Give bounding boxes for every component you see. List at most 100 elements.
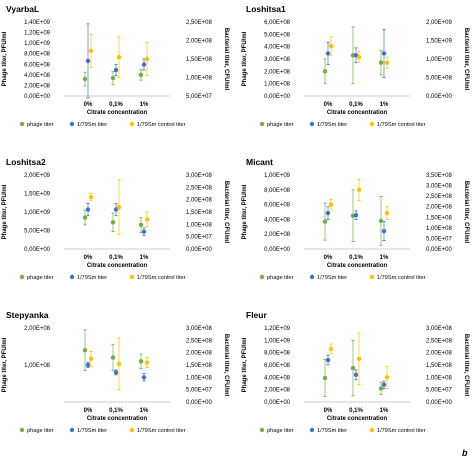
data-point-control — [144, 217, 150, 222]
data-point-phage — [110, 220, 116, 225]
legend-entry: 1/79Sm control titer — [377, 275, 426, 281]
y2-tick-label: 1,00E+08 — [426, 375, 453, 381]
legend-marker-control — [369, 274, 375, 280]
y2-tick-label: 2,00E+09 — [426, 20, 453, 26]
data-point-phage — [82, 215, 88, 220]
data-point-bacteria — [141, 229, 147, 234]
x-axis-label: Citrate concentration — [87, 416, 148, 422]
data-point-bacteria — [141, 375, 147, 380]
y2-axis-label: Bacterial titer, CFU/ml — [223, 334, 229, 397]
data-point-phage — [378, 218, 384, 224]
panel-vyarbal: VyarbaL 0,00E+00 2,00E+08 4,00E+08 6,00E+08 8… — [2, 4, 229, 128]
y-tick-label: 4,00E+08 — [264, 217, 291, 223]
y2-tick-label: 5,00E+07 — [426, 388, 453, 394]
data-point-control — [384, 375, 390, 380]
x-axis-label: Citrate concentration — [327, 110, 388, 116]
legend-marker-bacteria — [69, 274, 75, 280]
y-tick-label: 0,00E+00 — [24, 247, 51, 253]
data-point-phage — [378, 386, 384, 391]
legend-marker-phage — [259, 427, 265, 433]
data-point-phage — [82, 348, 88, 353]
panel-loshitsa2: Loshitsa2 0,00E+00 5,00E+08 1,00E+09 1,50E+0… — [2, 157, 229, 281]
legend-marker-control — [369, 121, 375, 127]
data-point-control — [116, 204, 122, 210]
legend-marker-phage — [19, 427, 25, 433]
y-tick-label: 6,00E+08 — [264, 203, 291, 209]
data-point-control — [88, 48, 94, 54]
x-tick-label: 0% — [84, 255, 93, 261]
data-point-phage — [322, 375, 328, 381]
y2-tick-label: 2,00E+08 — [186, 39, 213, 45]
y2-tick-label: 2,00E+08 — [426, 205, 453, 211]
y2-tick-label: 0,00E+00 — [426, 94, 453, 100]
data-point-bacteria — [325, 210, 331, 216]
y2-tick-label: 1,50E+08 — [186, 210, 213, 216]
y2-tick-label: 0,00E+00 — [186, 247, 213, 253]
data-point-bacteria — [353, 372, 359, 378]
data-point-bacteria — [325, 51, 331, 56]
y2-tick-label: 2,50E+08 — [186, 338, 213, 344]
y-tick-label: 1,00E+09 — [24, 41, 51, 47]
y-axis-label: Phage titer, PFU/ml — [242, 184, 248, 239]
x-axis-label: Citrate concentration — [327, 263, 388, 269]
panel-title: VyarbaL — [6, 4, 39, 14]
y2-tick-label: 1,50E+09 — [426, 39, 453, 45]
legend-marker-phage — [259, 274, 265, 280]
data-point-bacteria — [85, 58, 91, 64]
data-point-bacteria — [381, 51, 387, 56]
data-point-phage — [110, 355, 116, 360]
data-point-phage — [378, 60, 384, 65]
data-point-phage — [110, 75, 116, 81]
y-tick-label: 1,00E+08 — [24, 363, 51, 369]
y2-axis-label: Bacterial titer, CFU/ml — [463, 181, 469, 244]
y2-tick-label: 2,50E+08 — [426, 338, 453, 344]
y2-tick-label: 2,50E+08 — [186, 20, 213, 26]
data-point-control — [384, 210, 390, 216]
data-point-phage — [138, 359, 144, 364]
y-tick-label: 5,00E+08 — [264, 32, 291, 38]
data-point-bacteria — [381, 382, 387, 387]
legend-marker-phage — [19, 274, 25, 280]
y2-tick-label: 1,00E+08 — [426, 226, 453, 232]
data-point-control — [356, 54, 362, 60]
legend-marker-phage — [259, 121, 265, 127]
data-point-bacteria — [381, 228, 387, 234]
y-tick-label: 1,40E+09 — [24, 20, 51, 26]
y2-tick-label: 3,00E+08 — [186, 173, 213, 179]
y2-tick-label: 5,00E+08 — [426, 76, 453, 82]
y-tick-label: 0,00E+00 — [264, 400, 291, 406]
data-point-bacteria — [141, 62, 147, 67]
x-tick-label: 0% — [324, 255, 333, 261]
y-tick-label: 0,00E+00 — [264, 94, 291, 100]
y-tick-label: 2,00E+08 — [24, 83, 51, 89]
x-tick-label: 0% — [84, 408, 93, 414]
y2-tick-label: 3,00E+08 — [186, 326, 213, 332]
y-tick-label: 1,20E+09 — [264, 326, 291, 332]
data-point-bacteria — [113, 67, 119, 73]
legend-entry: phage titer — [27, 275, 54, 281]
data-point-control — [144, 360, 150, 365]
y-tick-label: 1,50E+09 — [24, 192, 51, 198]
panel-fleur: Fleur 0,00E+00 2,00E+08 4,00E+08 6,00E+08 8,0… — [242, 310, 469, 434]
data-point-bacteria — [353, 212, 359, 218]
y2-tick-label: 0,00E+00 — [186, 400, 213, 406]
legend-entry: phage titer — [27, 428, 54, 434]
legend-entry: 1/79Sm titer — [317, 122, 347, 128]
y-tick-label: 6,00E+08 — [264, 363, 291, 369]
y-tick-label: 4,00E+08 — [264, 375, 291, 381]
x-tick-label: 0,1% — [349, 255, 363, 261]
y2-axis-label: Bacterial titer, CFU/ml — [463, 334, 469, 397]
data-point-bacteria — [85, 362, 91, 368]
y-tick-label: 1,00E+09 — [264, 338, 291, 344]
x-tick-label: 1% — [140, 255, 149, 261]
data-point-control — [88, 195, 94, 200]
data-point-phage — [138, 222, 144, 228]
y-tick-label: 1,00E+09 — [24, 210, 51, 216]
legend-entry: 1/79Sm titer — [77, 428, 107, 434]
data-point-control — [328, 346, 334, 352]
y2-axis-label: Bacterial titer, CFU/ml — [223, 181, 229, 244]
y2-tick-label: 1,00E+09 — [426, 57, 453, 63]
x-axis-label: Citrate concentration — [87, 110, 148, 116]
data-point-bacteria — [113, 370, 119, 375]
y2-axis-label: Bacterial titer, CFU/ml — [463, 28, 469, 91]
